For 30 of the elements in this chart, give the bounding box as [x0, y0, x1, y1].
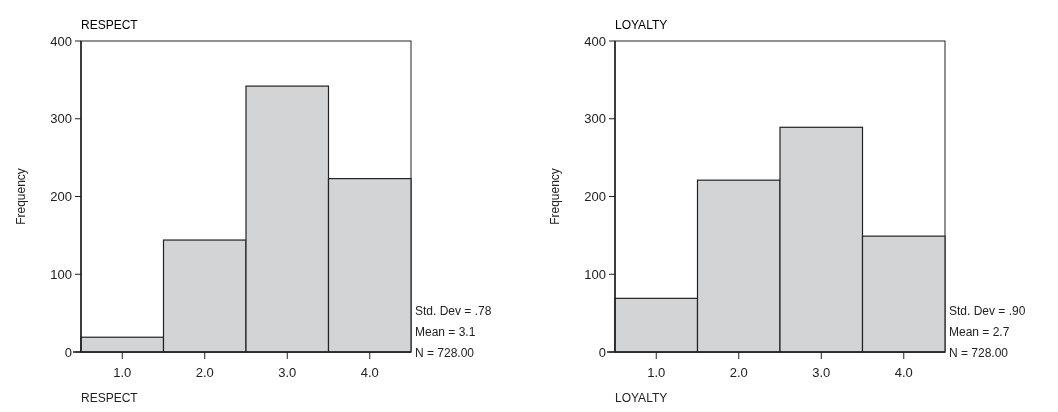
y-tick-label: 200	[50, 189, 72, 205]
y-tick-label: 300	[584, 111, 606, 127]
text: Mean = 3.1	[415, 325, 476, 339]
y-tick-label: 0	[64, 344, 72, 360]
x-tick-label: 2.0	[729, 365, 748, 380]
y-axis-title: Frequency	[548, 168, 562, 225]
chart-title: LOYALTY	[615, 18, 668, 32]
x-tick-label: 4.0	[360, 365, 379, 380]
text: N = 728.00	[949, 346, 1009, 360]
y-tick-label: 0	[598, 344, 606, 360]
text: Std. Dev = .78	[415, 304, 492, 318]
x-axis-title: RESPECT	[81, 391, 139, 405]
x-tick-label: 4.0	[894, 365, 913, 380]
x-tick-label: 1.0	[113, 365, 132, 380]
x-tick-label: 3.0	[278, 365, 297, 380]
y-tick-label: 300	[50, 111, 72, 127]
x-tick-label: 2.0	[195, 365, 214, 380]
chart-title: RESPECT	[81, 18, 139, 32]
x-tick-label: 3.0	[812, 365, 831, 380]
x-axis-title: LOYALTY	[615, 391, 668, 405]
y-tick-label: 400	[584, 33, 606, 49]
y-tick-label: 200	[584, 189, 606, 205]
y-tick-label: 400	[50, 33, 72, 49]
y-tick-label: 100	[584, 266, 606, 282]
y-tick-label: 100	[50, 266, 72, 282]
text: N = 728.00	[415, 346, 475, 360]
y-axis-title: Frequency	[14, 168, 28, 225]
x-tick-label: 1.0	[647, 365, 666, 380]
text: Mean = 2.7	[949, 325, 1010, 339]
text: Std. Dev = .90	[949, 304, 1026, 318]
